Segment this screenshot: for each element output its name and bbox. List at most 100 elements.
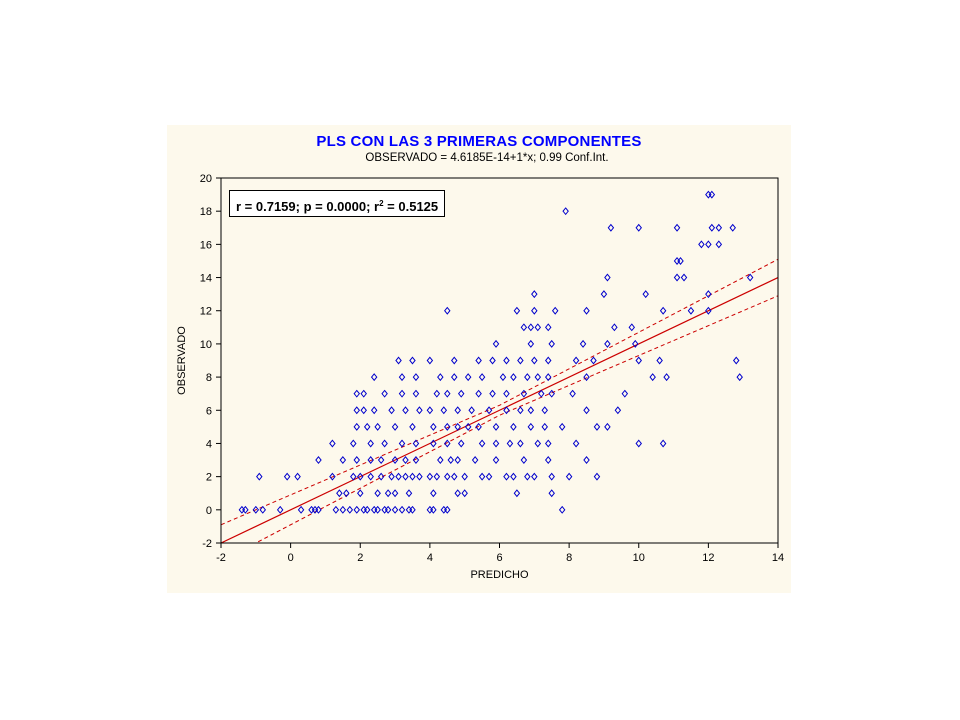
data-point — [520, 389, 528, 398]
data-point — [513, 306, 521, 315]
data-point — [437, 373, 444, 382]
data-point — [353, 422, 361, 431]
data-point — [583, 406, 590, 415]
data-point — [315, 505, 322, 514]
data-point — [659, 439, 667, 448]
data-point — [513, 489, 521, 498]
data-point — [520, 456, 528, 465]
data-point — [353, 406, 361, 415]
y-tick-label: 8 — [206, 372, 212, 384]
data-point — [541, 406, 549, 415]
data-point — [426, 406, 434, 415]
y-tick-label: 14 — [200, 273, 212, 285]
data-point — [374, 505, 381, 514]
data-point — [531, 306, 538, 315]
data-point — [673, 273, 681, 282]
confidence-band-lower — [254, 295, 778, 543]
y-tick-label: 20 — [200, 173, 212, 185]
data-point — [600, 290, 608, 299]
data-point — [450, 356, 458, 365]
data-point — [524, 373, 531, 382]
regression-line — [221, 277, 778, 543]
data-point — [548, 339, 555, 348]
data-point — [698, 240, 705, 249]
data-point — [374, 422, 381, 431]
data-point — [471, 456, 479, 465]
data-point — [339, 456, 347, 465]
data-point — [517, 356, 524, 365]
data-point — [531, 472, 538, 481]
y-tick-label: 4 — [206, 438, 212, 450]
data-point — [541, 422, 549, 431]
data-point — [426, 356, 434, 365]
data-point — [593, 422, 601, 431]
data-point — [517, 406, 524, 415]
x-tick-label: 0 — [288, 552, 294, 564]
data-point — [283, 472, 291, 481]
data-point — [642, 290, 649, 299]
data-point — [384, 505, 392, 514]
data-point — [454, 456, 461, 465]
data-point — [510, 472, 517, 481]
data-point — [430, 489, 437, 498]
data-point — [409, 422, 416, 431]
data-point — [370, 406, 378, 415]
data-point — [715, 223, 723, 232]
stats-superscript: 2 — [379, 199, 384, 208]
data-point — [524, 472, 531, 481]
regression-line-layer — [221, 277, 778, 543]
data-point — [363, 505, 371, 514]
data-point — [687, 306, 695, 315]
data-point — [659, 306, 667, 315]
data-point — [635, 356, 642, 365]
data-point — [503, 472, 510, 481]
data-point — [256, 472, 263, 481]
x-tick-label: 14 — [772, 552, 784, 564]
data-point — [715, 240, 723, 249]
data-point — [579, 339, 587, 348]
data-point — [499, 373, 507, 382]
data-point — [388, 472, 395, 481]
data-point — [395, 356, 402, 365]
data-point — [238, 505, 246, 514]
stats-text: r = 0.7159; p = 0.0000; r — [236, 199, 380, 214]
data-point — [370, 373, 378, 382]
data-point — [363, 422, 371, 431]
data-point — [444, 422, 451, 431]
data-points — [238, 190, 754, 514]
data-point — [485, 472, 493, 481]
x-tick-label: 8 — [566, 552, 572, 564]
data-point — [457, 439, 465, 448]
data-point — [527, 323, 535, 332]
x-tick-label: 10 — [633, 552, 645, 564]
data-point — [534, 373, 542, 382]
data-point — [705, 240, 712, 249]
data-point — [464, 422, 472, 431]
y-axis-ticks: -2 0 2 4 6 8 10 12 14 16 18 20 — [200, 173, 221, 550]
data-point — [468, 406, 475, 415]
data-point — [357, 472, 364, 481]
data-point — [297, 505, 305, 514]
data-point — [440, 406, 448, 415]
data-point — [440, 505, 448, 514]
data-point — [544, 456, 552, 465]
confidence-band — [221, 258, 778, 543]
data-point — [437, 456, 444, 465]
data-point — [329, 439, 336, 448]
data-point — [705, 306, 712, 315]
data-point — [433, 389, 441, 398]
chart-panel: -2 0 2 4 6 8 10 12 14 -2 0 2 4 6 8 10 12 14 16 18 20 PREDIC… — [167, 125, 791, 593]
data-point — [544, 356, 552, 365]
data-point — [336, 489, 343, 498]
data-point — [708, 190, 716, 199]
data-point — [444, 389, 451, 398]
data-point — [315, 456, 322, 465]
data-point — [583, 456, 590, 465]
y-tick-label: 12 — [200, 306, 212, 318]
data-point — [461, 489, 468, 498]
y-tick-label: 18 — [200, 206, 212, 218]
data-point — [444, 472, 451, 481]
data-point — [360, 389, 367, 398]
data-point — [607, 223, 615, 232]
data-point — [450, 373, 458, 382]
